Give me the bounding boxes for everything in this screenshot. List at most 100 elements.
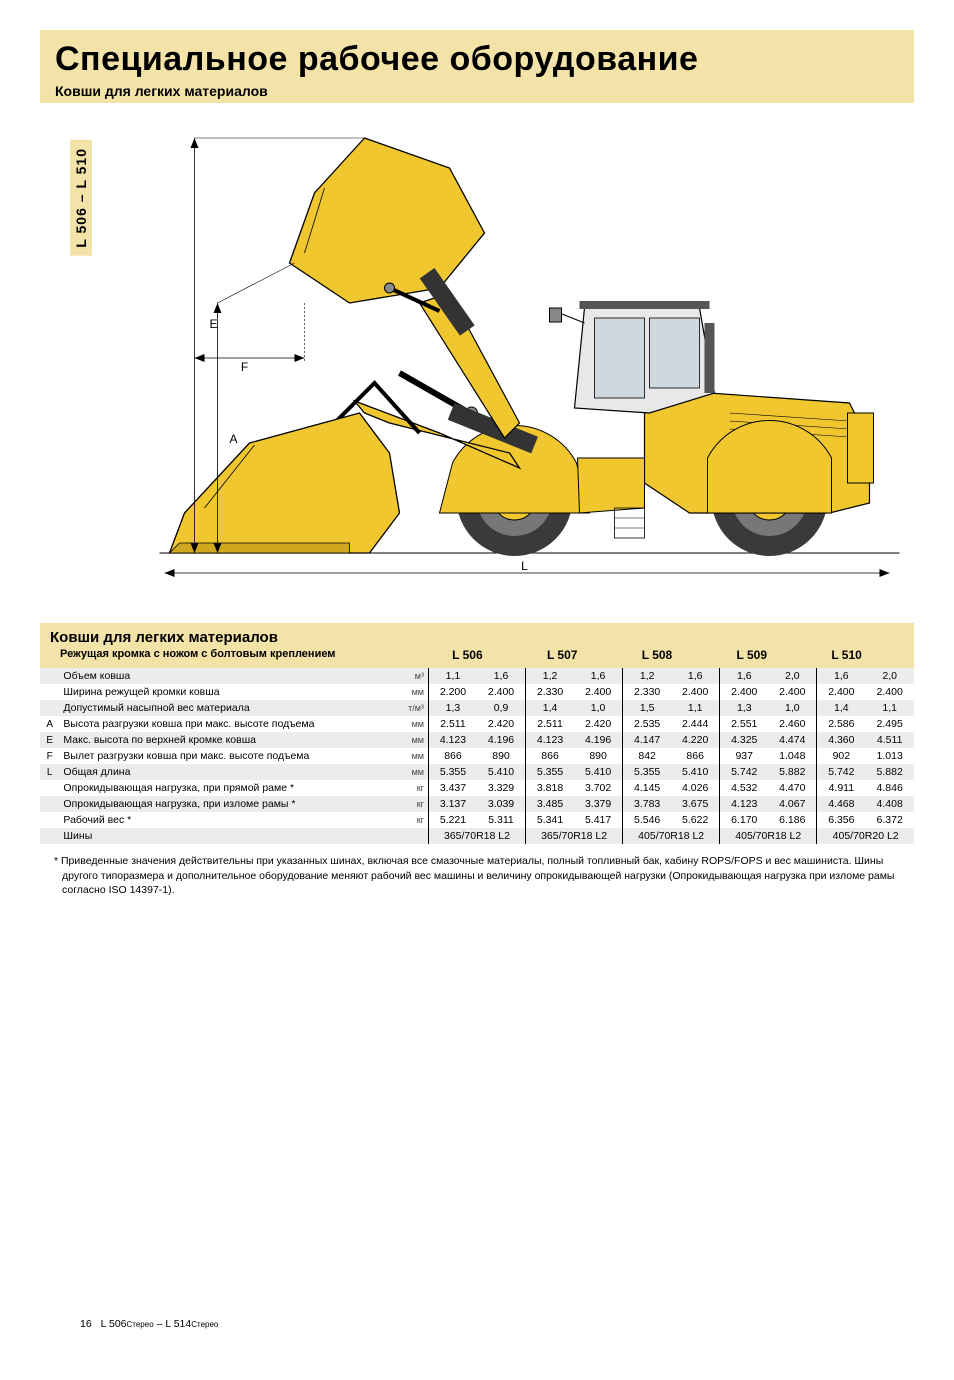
row-value: 2.400 xyxy=(768,684,817,700)
row-value: 1,4 xyxy=(817,700,866,716)
row-value: 2,0 xyxy=(865,668,914,684)
row-value: 3.702 xyxy=(574,780,623,796)
row-value: 0,9 xyxy=(477,700,526,716)
row-value: 2.400 xyxy=(477,684,526,700)
row-value: 3.485 xyxy=(526,796,575,812)
row-value: 2.535 xyxy=(623,716,672,732)
spec-table-section: Ковши для легких материалов Режущая кром… xyxy=(40,623,914,844)
table-row: Ширина режущей кромки ковшамм2.2002.4002… xyxy=(40,684,914,700)
table-row: Допустимый насыпной вес материалат/м³1,3… xyxy=(40,700,914,716)
row-param: Ширина режущей кромки ковша xyxy=(59,684,383,700)
row-param: Объем ковша xyxy=(59,668,383,684)
model-header-0: L 506 xyxy=(420,648,515,662)
row-value: 1.013 xyxy=(865,748,914,764)
row-value: 405/70R18 L2 xyxy=(720,828,817,844)
page-subtitle: Ковши для легких материалов xyxy=(55,83,899,99)
spec-table: Объем ковшам³1,11,61,21,61,21,61,62,01,6… xyxy=(40,668,914,844)
row-value: 405/70R20 L2 xyxy=(817,828,914,844)
row-value: 5.355 xyxy=(428,764,477,780)
row-value: 365/70R18 L2 xyxy=(428,828,525,844)
row-unit: мм xyxy=(383,732,428,748)
row-value: 2.200 xyxy=(428,684,477,700)
row-value: 1,6 xyxy=(574,668,623,684)
row-value: 4.360 xyxy=(817,732,866,748)
row-param: Опрокидывающая нагрузка, при прямой раме… xyxy=(59,780,383,796)
row-letter: L xyxy=(40,764,59,780)
row-unit: м³ xyxy=(383,668,428,684)
row-letter: F xyxy=(40,748,59,764)
row-value: 5.221 xyxy=(428,812,477,828)
row-value: 6.356 xyxy=(817,812,866,828)
row-value: 3.137 xyxy=(428,796,477,812)
row-letter xyxy=(40,780,59,796)
loader-diagram-svg: L xyxy=(85,113,914,593)
row-value: 4.147 xyxy=(623,732,672,748)
row-value: 2.511 xyxy=(428,716,477,732)
row-value: 405/70R18 L2 xyxy=(623,828,720,844)
row-value: 6.170 xyxy=(720,812,769,828)
row-value: 1,2 xyxy=(526,668,575,684)
row-unit: кг xyxy=(383,780,428,796)
row-unit: мм xyxy=(383,764,428,780)
row-value: 4.196 xyxy=(574,732,623,748)
row-value: 3.437 xyxy=(428,780,477,796)
row-param: Допустимый насыпной вес материала xyxy=(59,700,383,716)
svg-text:F: F xyxy=(241,360,248,374)
row-value: 890 xyxy=(477,748,526,764)
row-value: 1,1 xyxy=(428,668,477,684)
row-value: 3.783 xyxy=(623,796,672,812)
row-letter xyxy=(40,700,59,716)
row-value: 2.460 xyxy=(768,716,817,732)
row-value: 3.818 xyxy=(526,780,575,796)
row-value: 1,2 xyxy=(623,668,672,684)
row-value: 1.048 xyxy=(768,748,817,764)
table-row: LОбщая длинамм5.3555.4105.3555.4105.3555… xyxy=(40,764,914,780)
row-value: 1,0 xyxy=(768,700,817,716)
table-row-tires: Шины365/70R18 L2365/70R18 L2405/70R18 L2… xyxy=(40,828,914,844)
row-value: 5.546 xyxy=(623,812,672,828)
svg-text:E: E xyxy=(210,317,218,331)
row-value: 1,1 xyxy=(865,700,914,716)
row-value: 1,4 xyxy=(526,700,575,716)
row-value: 4.325 xyxy=(720,732,769,748)
row-value: 4.145 xyxy=(623,780,672,796)
row-value: 2,0 xyxy=(768,668,817,684)
row-value: 5.355 xyxy=(623,764,672,780)
row-unit: мм xyxy=(383,716,428,732)
row-value: 4.123 xyxy=(526,732,575,748)
row-unit: кг xyxy=(383,812,428,828)
row-value: 1,6 xyxy=(817,668,866,684)
row-value: 1,6 xyxy=(720,668,769,684)
row-value: 3.675 xyxy=(671,796,720,812)
row-value: 866 xyxy=(526,748,575,764)
row-value: 1,0 xyxy=(574,700,623,716)
figure-diagram: L xyxy=(85,113,914,593)
model-header-2: L 508 xyxy=(610,648,705,662)
page-title: Специальное рабочее оборудование xyxy=(55,40,899,79)
row-value: 6.186 xyxy=(768,812,817,828)
row-value: 2.586 xyxy=(817,716,866,732)
model-header-4: L 510 xyxy=(799,648,894,662)
table-row: Опрокидывающая нагрузка, при прямой раме… xyxy=(40,780,914,796)
row-value: 5.410 xyxy=(574,764,623,780)
row-value: 4.511 xyxy=(865,732,914,748)
row-value: 4.532 xyxy=(720,780,769,796)
row-value: 2.400 xyxy=(865,684,914,700)
row-value: 3.379 xyxy=(574,796,623,812)
row-value: 5.882 xyxy=(768,764,817,780)
row-value: 866 xyxy=(428,748,477,764)
row-value: 4.474 xyxy=(768,732,817,748)
table-row: FВылет разгрузки ковша при макс. высоте … xyxy=(40,748,914,764)
row-value: 3.039 xyxy=(477,796,526,812)
row-value: 1,3 xyxy=(428,700,477,716)
row-value: 4.468 xyxy=(817,796,866,812)
row-value: 842 xyxy=(623,748,672,764)
row-value: 4.123 xyxy=(720,796,769,812)
row-value: 2.330 xyxy=(623,684,672,700)
row-value: 2.420 xyxy=(574,716,623,732)
svg-text:L: L xyxy=(521,559,528,573)
row-value: 5.355 xyxy=(526,764,575,780)
row-value: 1,1 xyxy=(671,700,720,716)
table-row: EМакс. высота по верхней кромке ковшамм4… xyxy=(40,732,914,748)
row-value: 2.444 xyxy=(671,716,720,732)
